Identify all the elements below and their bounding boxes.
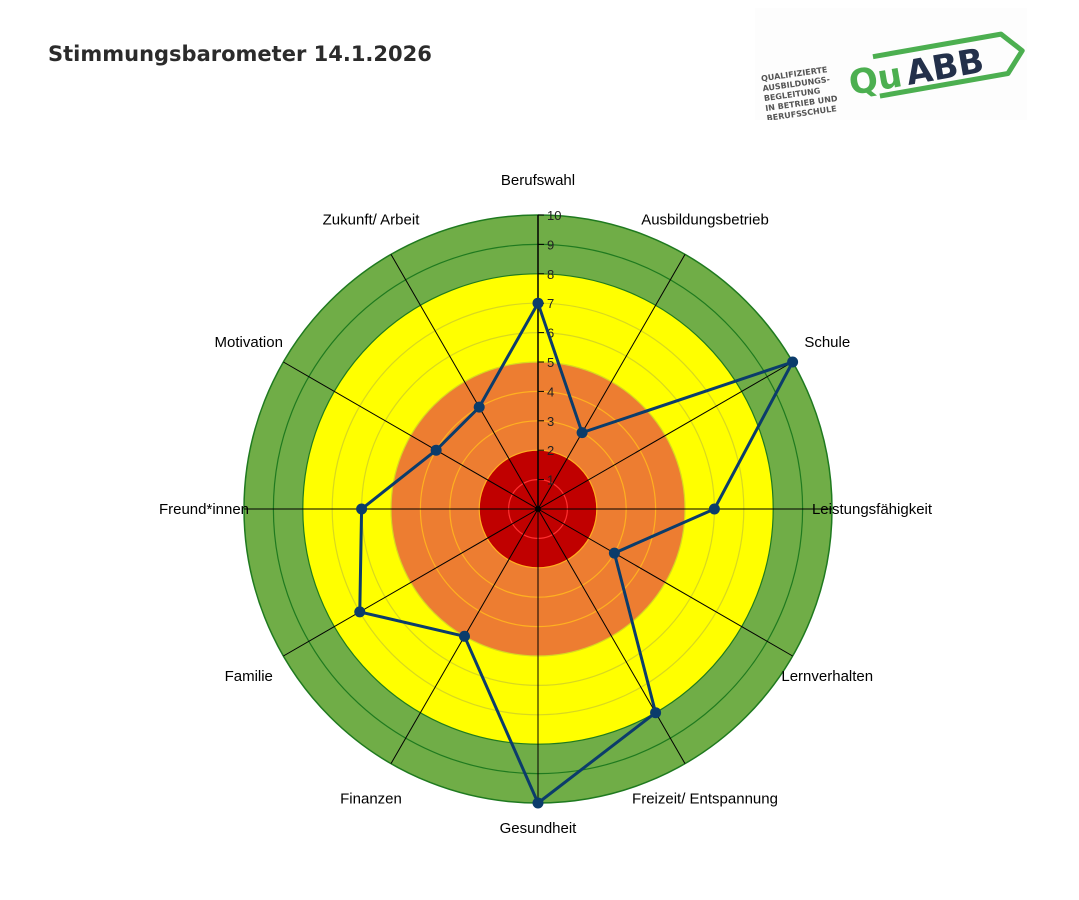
axis-label: Familie [225,668,273,685]
axis-label: Gesundheit [500,820,578,837]
data-point [356,503,368,515]
axis-label: Schule [804,334,850,351]
axis-spoke [537,508,793,657]
data-point [708,503,720,515]
axis-spoke [390,254,539,510]
tick-label: 4 [547,384,554,399]
data-point [532,797,544,809]
quabb-logo: QUALIFIZIERTE AUSBILDUNGS- BEGLEITUNG IN… [755,8,1027,123]
tick-label: 5 [547,355,554,370]
data-point [354,606,366,618]
data-point [608,547,620,559]
tick-label: 6 [547,326,554,341]
axis-label: Freizeit/ Entspannung [632,790,778,807]
data-point [787,356,799,368]
axis-label: Zukunft/ Arbeit [323,212,421,229]
tick-label: 10 [547,208,561,223]
axis-spoke [283,508,539,657]
tick-label: 2 [547,443,554,458]
axis-label: Leistungsfähigkeit [812,501,933,518]
svg-text:Qu: Qu [846,55,905,104]
axis-label: Finanzen [340,790,402,807]
center-point [535,506,541,512]
axis-spoke [537,254,686,510]
axis-label: Berufswahl [501,172,575,189]
page-title: Stimmungsbarometer 14.1.2026 [48,42,432,66]
data-point [576,427,588,439]
axis-label: Lernverhalten [781,668,873,685]
tick-label: 8 [547,267,554,282]
axis-spoke [283,361,539,510]
axis-spoke [537,361,793,510]
tick-label: 1 [547,473,554,488]
axis-label: Ausbildungsbetrieb [641,212,769,229]
tick-label: 7 [547,296,554,311]
axis-label: Motivation [215,334,283,351]
data-point [459,630,470,642]
data-point [473,401,485,413]
data-point [650,707,662,719]
axis-label: Freund*innen [159,501,249,518]
data-point [532,297,544,309]
tick-label: 9 [547,237,554,252]
axis-spoke [537,508,686,764]
tick-label: 3 [547,414,554,429]
data-point [430,444,442,456]
